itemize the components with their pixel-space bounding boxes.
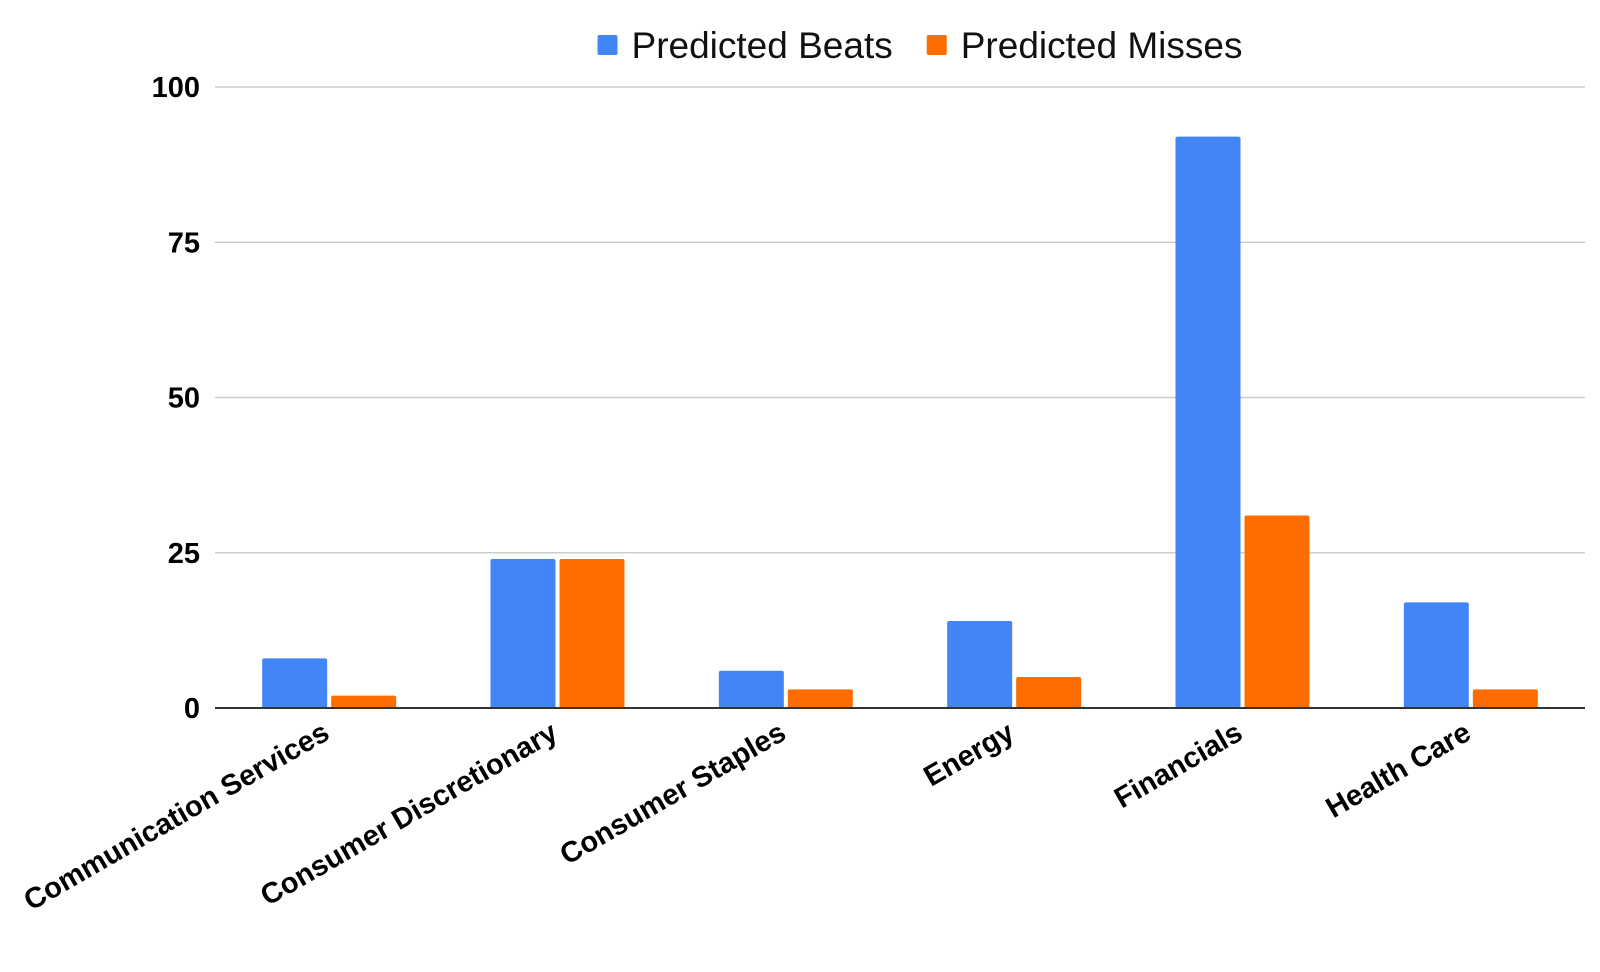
- bar-predicted-beats-5: [1403, 602, 1469, 708]
- x-tick-label-5: Health Care: [1321, 716, 1477, 824]
- legend: Predicted Beats Predicted Misses: [597, 25, 1243, 66]
- bar-predicted-beats-1: [490, 558, 556, 708]
- legend-label-predicted-misses: Predicted Misses: [961, 25, 1243, 66]
- x-tick-label-4: Financials: [1109, 716, 1248, 815]
- bar-predicted-misses-5: [1472, 689, 1538, 708]
- y-tick-label-25: 25: [168, 538, 200, 570]
- legend-label-predicted-beats: Predicted Beats: [632, 25, 893, 66]
- bars: [262, 136, 1538, 708]
- bar-predicted-beats-4: [1175, 136, 1241, 708]
- legend-swatch-predicted-misses: [926, 35, 947, 55]
- bar-predicted-misses-0: [331, 695, 397, 708]
- bar-predicted-misses-1: [559, 558, 625, 708]
- y-axis-ticks: 0 25 50 75 100: [152, 72, 200, 725]
- gridlines: [215, 86, 1585, 554]
- x-tick-label-3: Energy: [919, 716, 1020, 793]
- bar-predicted-beats-0: [262, 658, 328, 708]
- bar-predicted-beats-2: [718, 670, 784, 708]
- y-tick-label-0: 0: [184, 693, 200, 725]
- y-tick-label-50: 50: [168, 383, 200, 415]
- x-tick-label-2: Consumer Staples: [555, 716, 792, 871]
- bar-predicted-misses-2: [787, 689, 853, 708]
- legend-swatch-predicted-beats: [597, 35, 618, 55]
- bar-predicted-beats-3: [947, 621, 1013, 708]
- y-tick-label-75: 75: [168, 227, 200, 259]
- bar-predicted-misses-4: [1244, 515, 1310, 708]
- y-tick-label-100: 100: [152, 72, 200, 104]
- bar-predicted-misses-3: [1016, 676, 1082, 708]
